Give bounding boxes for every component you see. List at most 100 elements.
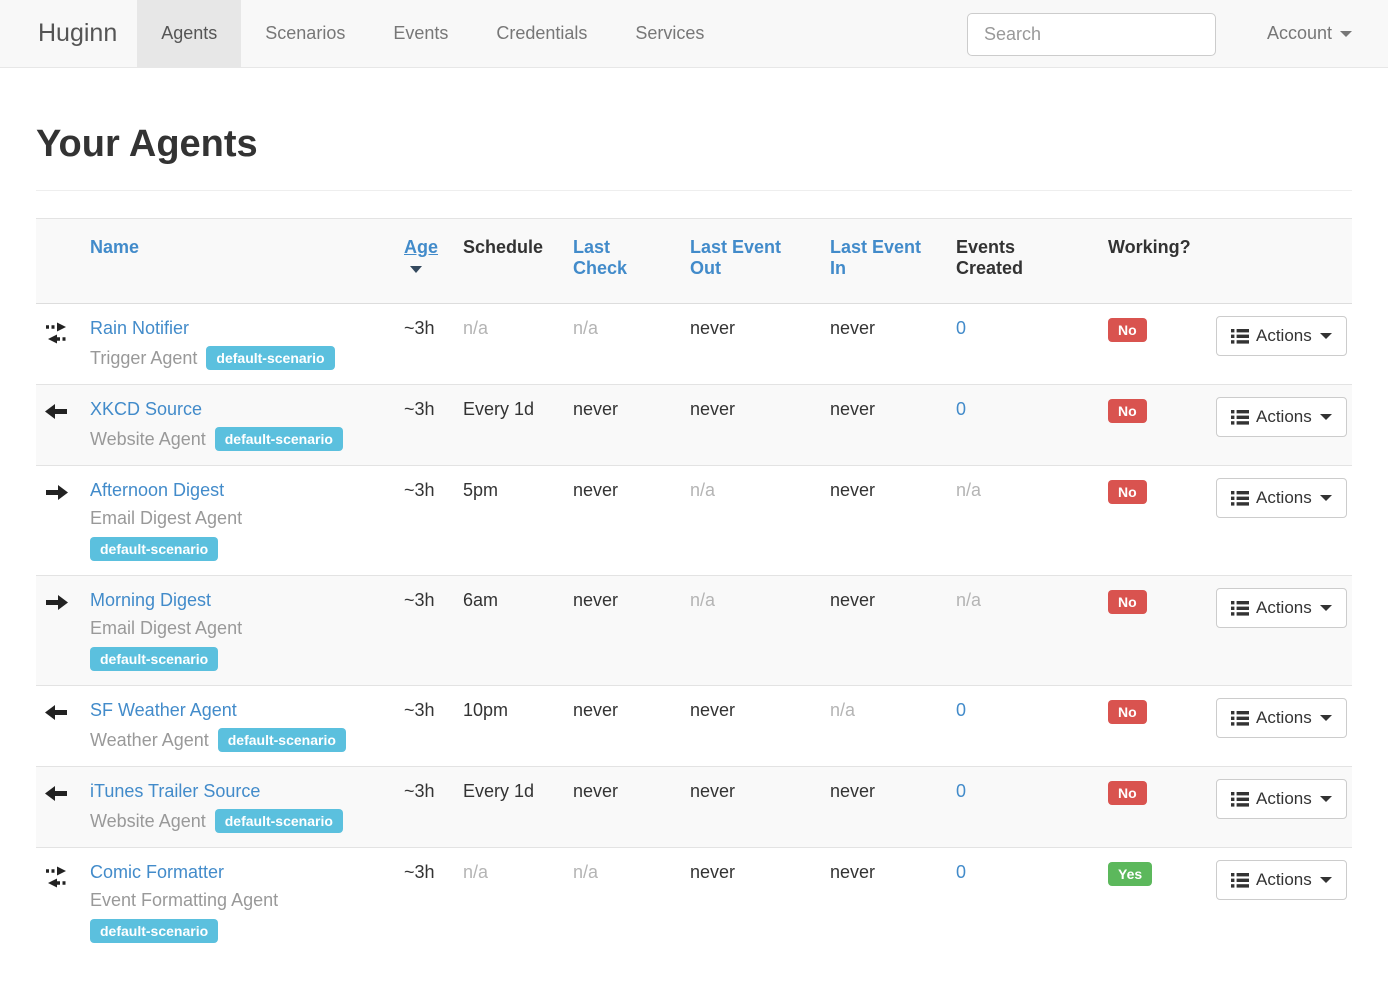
column-header-age[interactable]: Age bbox=[404, 237, 439, 257]
column-header-events-created: Events Created bbox=[956, 218, 1108, 304]
agent-type-label: Trigger Agent bbox=[90, 347, 198, 368]
last-check-cell: never bbox=[573, 781, 619, 801]
chevron-down-icon bbox=[1319, 495, 1332, 501]
column-header-name[interactable]: Name bbox=[90, 237, 140, 257]
column-header-last-check[interactable]: Last Check bbox=[573, 237, 628, 278]
agent-type-label: Website Agent bbox=[90, 810, 206, 831]
agent-type-label: Weather Agent bbox=[90, 729, 209, 750]
schedule-cell: n/a bbox=[463, 862, 489, 882]
agent-name-link[interactable]: Afternoon Digest bbox=[90, 480, 225, 500]
nav-item-services[interactable]: Services bbox=[635, 23, 705, 43]
column-header-last-event-out[interactable]: Last Event Out bbox=[690, 237, 782, 278]
scenario-badge[interactable]: default-scenario bbox=[90, 537, 219, 561]
agent-type-label: Website Agent bbox=[90, 428, 206, 449]
agent-name-link[interactable]: SF Weather Agent bbox=[90, 700, 237, 720]
search-input[interactable] bbox=[967, 13, 1216, 56]
agent-row: Comic Formatter Event Formatting Agent def… bbox=[36, 847, 1352, 957]
list-icon bbox=[1231, 710, 1249, 726]
last-event-in-cell: never bbox=[830, 781, 876, 801]
chevron-down-icon bbox=[1319, 414, 1332, 420]
scenario-badge[interactable]: default-scenario bbox=[214, 809, 343, 833]
arrow-right-icon bbox=[44, 484, 82, 501]
events-created-cell[interactable]: 0 bbox=[956, 781, 967, 801]
working-status-badge: No bbox=[1108, 700, 1147, 724]
agent-row: Rain Notifier Trigger Agent default-scenar… bbox=[36, 303, 1352, 385]
nav-item-scenarios[interactable]: Scenarios bbox=[265, 23, 346, 43]
actions-button[interactable]: Actions bbox=[1216, 698, 1347, 738]
scenario-badge[interactable]: default-scenario bbox=[206, 346, 335, 370]
arrow-left-icon bbox=[44, 704, 82, 721]
bidirectional-arrows-icon bbox=[44, 866, 82, 888]
last-check-cell: never bbox=[573, 480, 619, 500]
last-event-in-cell: never bbox=[830, 590, 876, 610]
list-icon bbox=[1231, 791, 1249, 807]
events-created-cell: n/a bbox=[956, 590, 982, 610]
actions-button[interactable]: Actions bbox=[1216, 779, 1347, 819]
age-cell: ~3h bbox=[404, 399, 435, 419]
column-header-last-event-in[interactable]: Last Event In bbox=[830, 237, 922, 278]
working-status-badge: No bbox=[1108, 399, 1147, 423]
table-header-row: Name Age Schedule Last Check Last Event … bbox=[36, 218, 1352, 304]
agent-name-link[interactable]: Rain Notifier bbox=[90, 318, 190, 338]
last-event-out-cell: never bbox=[690, 862, 736, 882]
agent-row: iTunes Trailer Source Website Agent defaul… bbox=[36, 766, 1352, 848]
nav-item-events[interactable]: Events bbox=[393, 23, 449, 43]
list-icon bbox=[1231, 328, 1249, 344]
actions-button[interactable]: Actions bbox=[1216, 478, 1347, 518]
working-status-badge: No bbox=[1108, 781, 1147, 805]
top-navbar: Huginn Agents Scenarios Events Credentials S… bbox=[0, 0, 1388, 68]
events-created-cell[interactable]: 0 bbox=[956, 700, 967, 720]
last-event-in-cell: never bbox=[830, 862, 876, 882]
last-check-cell: never bbox=[573, 700, 619, 720]
schedule-cell: n/a bbox=[463, 318, 489, 338]
scenario-badge[interactable]: default-scenario bbox=[217, 728, 346, 752]
age-cell: ~3h bbox=[404, 318, 435, 338]
scenario-badge[interactable]: default-scenario bbox=[214, 427, 343, 451]
working-status-badge: Yes bbox=[1108, 862, 1153, 886]
schedule-cell: 6am bbox=[463, 590, 499, 610]
last-event-out-cell: never bbox=[690, 318, 736, 338]
agent-row: Afternoon Digest Email Digest Agent defaul… bbox=[36, 465, 1352, 576]
actions-button-label: Actions bbox=[1256, 326, 1312, 345]
nav-item-agents[interactable]: Agents bbox=[137, 0, 242, 67]
actions-button[interactable]: Actions bbox=[1216, 588, 1347, 628]
chevron-down-icon bbox=[1319, 796, 1332, 802]
chevron-down-icon bbox=[1319, 605, 1332, 611]
bidirectional-arrows-icon bbox=[44, 322, 82, 344]
last-check-cell: never bbox=[573, 399, 619, 419]
agent-name-link[interactable]: XKCD Source bbox=[90, 399, 203, 419]
events-created-cell: n/a bbox=[956, 480, 982, 500]
chevron-down-icon bbox=[1340, 30, 1352, 37]
list-icon bbox=[1231, 490, 1249, 506]
events-created-cell[interactable]: 0 bbox=[956, 862, 967, 882]
agent-row: Morning Digest Email Digest Agent default-… bbox=[36, 575, 1352, 686]
last-check-cell: n/a bbox=[573, 318, 599, 338]
working-status-badge: No bbox=[1108, 480, 1147, 504]
list-icon bbox=[1231, 409, 1249, 425]
actions-button[interactable]: Actions bbox=[1216, 316, 1347, 356]
last-event-out-cell: n/a bbox=[690, 590, 716, 610]
account-menu[interactable]: Account bbox=[1267, 0, 1352, 67]
last-event-out-cell: never bbox=[690, 700, 736, 720]
actions-button[interactable]: Actions bbox=[1216, 860, 1347, 900]
agent-name-link[interactable]: Comic Formatter bbox=[90, 862, 225, 882]
column-header-working: Working? bbox=[1108, 218, 1216, 304]
actions-button[interactable]: Actions bbox=[1216, 397, 1347, 437]
nav-item-credentials[interactable]: Credentials bbox=[496, 23, 588, 43]
agent-row: XKCD Source Website Agent default-scenario… bbox=[36, 384, 1352, 466]
brand-logo[interactable]: Huginn bbox=[38, 19, 118, 47]
age-cell: ~3h bbox=[404, 480, 435, 500]
last-event-in-cell: n/a bbox=[830, 700, 856, 720]
actions-button-label: Actions bbox=[1256, 708, 1312, 727]
events-created-cell[interactable]: 0 bbox=[956, 318, 967, 338]
scenario-badge[interactable]: default-scenario bbox=[90, 647, 219, 671]
actions-button-label: Actions bbox=[1256, 870, 1312, 889]
scenario-badge[interactable]: default-scenario bbox=[90, 919, 219, 943]
agent-name-link[interactable]: iTunes Trailer Source bbox=[90, 781, 261, 801]
arrow-right-icon bbox=[44, 594, 82, 611]
account-label: Account bbox=[1266, 23, 1332, 43]
events-created-cell[interactable]: 0 bbox=[956, 399, 967, 419]
schedule-cell: 5pm bbox=[463, 480, 499, 500]
age-cell: ~3h bbox=[404, 781, 435, 801]
agent-name-link[interactable]: Morning Digest bbox=[90, 590, 212, 610]
